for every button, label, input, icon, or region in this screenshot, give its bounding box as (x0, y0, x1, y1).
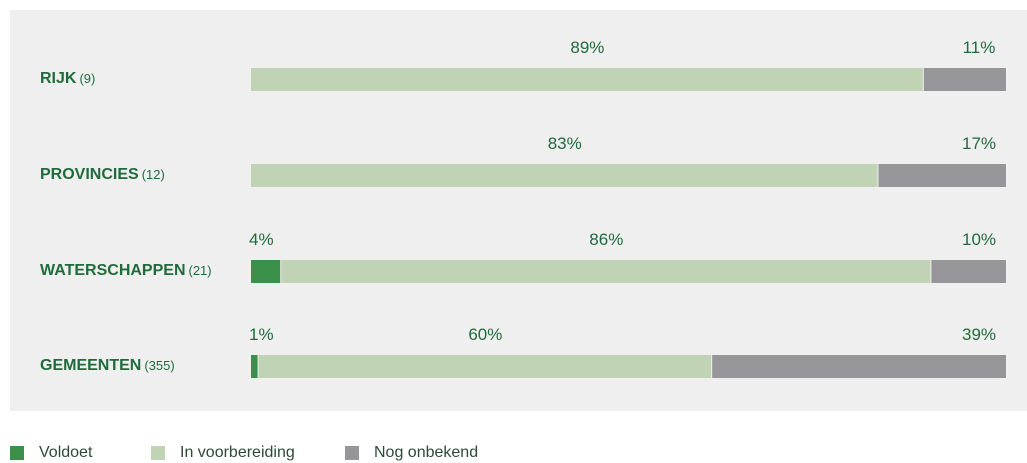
percent-label-in-voorbereiding: 86% (589, 230, 623, 249)
legend-swatch (345, 446, 359, 460)
bar-segment-nog-onbekend (923, 68, 1006, 91)
percent-label-nog-onbekend: 39% (962, 325, 996, 344)
legend-label: Voldoet (39, 444, 93, 461)
category-count: (9) (79, 71, 96, 86)
percent-label-nog-onbekend: 11% (963, 38, 996, 57)
bar-segment-in-voorbereiding (281, 260, 931, 283)
percent-label-nog-onbekend: 10% (962, 230, 996, 249)
bar-segment-nog-onbekend (878, 164, 1006, 187)
bar-row-provincies: 83% 17% (251, 134, 1006, 187)
legend-label: In voorbereiding (180, 444, 295, 461)
row-label-rijk: RIJK (9) (40, 69, 95, 89)
category-count: (21) (188, 263, 212, 278)
bar-segment-in-voorbereiding (258, 355, 712, 378)
bar-segment-voldoet (251, 355, 258, 378)
bar-segment-in-voorbereiding (251, 164, 878, 187)
row-label-waterschappen: WATERSCHAPPEN (21) (40, 261, 212, 281)
bar-row-gemeenten: 1% 60% 39% (249, 325, 1006, 378)
bar-segment-nog-onbekend (931, 260, 1006, 283)
category-count: (12) (141, 167, 165, 182)
legend-label: Nog onbekend (374, 444, 479, 461)
category-name: GEMEENTEN (40, 357, 142, 374)
percent-label-voldoet: 1% (249, 325, 274, 344)
row-label-gemeenten: GEMEENTEN (355) (40, 356, 175, 376)
percent-label-in-voorbereiding: 89% (570, 38, 604, 57)
legend-swatch (151, 446, 165, 460)
bar-row-rijk: 89% 11% (251, 38, 1006, 91)
category-name: RIJK (40, 70, 77, 87)
bar-segment-voldoet (251, 260, 281, 283)
bar-segment-in-voorbereiding (251, 68, 923, 91)
percent-label-voldoet: 4% (249, 230, 274, 249)
category-count: (355) (144, 358, 175, 373)
bar-row-waterschappen: 4% 86% 10% (249, 230, 1006, 283)
percent-label-nog-onbekend: 17% (962, 134, 996, 153)
legend-swatch (10, 446, 24, 460)
row-label-provincies: PROVINCIES (12) (40, 165, 165, 185)
percent-label-in-voorbereiding: 60% (468, 325, 502, 344)
category-name: PROVINCIES (40, 166, 139, 183)
bar-segment-nog-onbekend (712, 355, 1006, 378)
percent-label-in-voorbereiding: 83% (548, 134, 582, 153)
category-name: WATERSCHAPPEN (40, 262, 186, 279)
